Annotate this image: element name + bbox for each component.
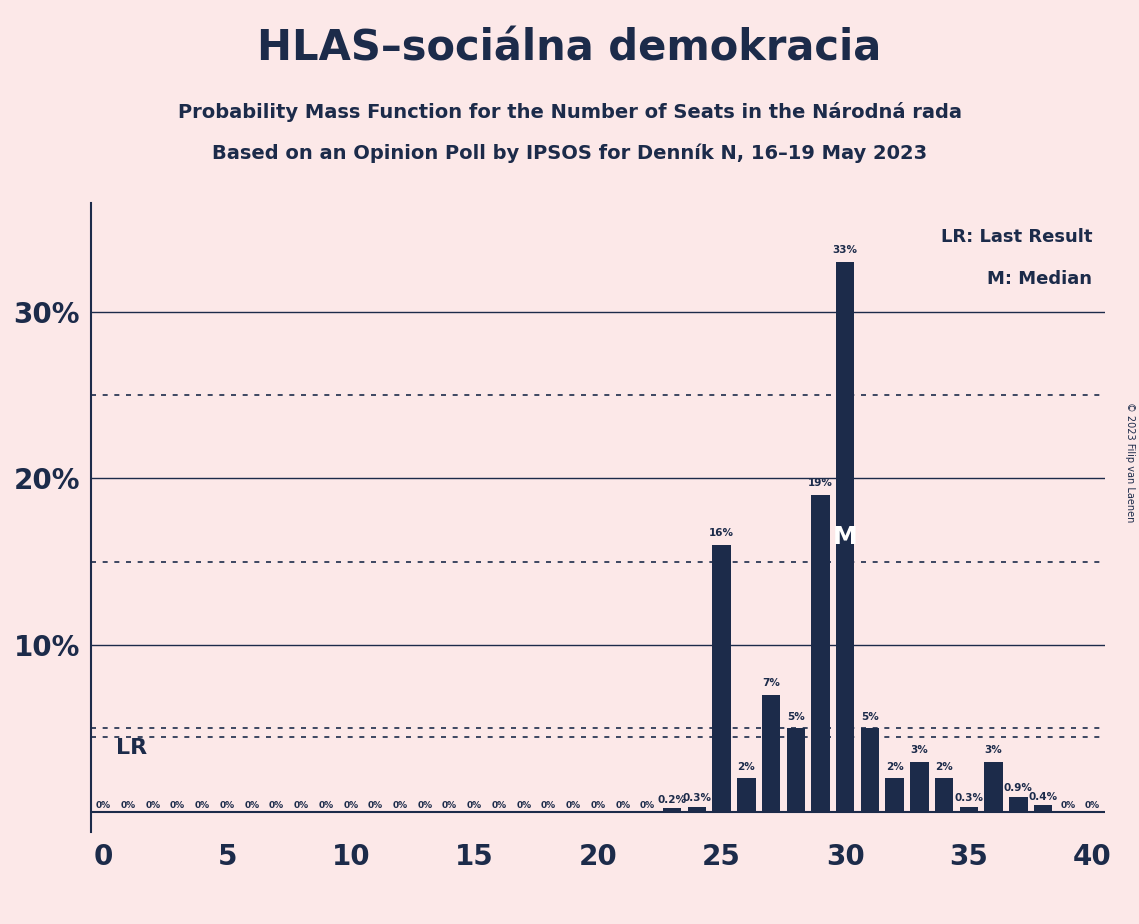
Text: 0%: 0%: [640, 801, 655, 810]
Bar: [737, 778, 755, 811]
Text: 0%: 0%: [1060, 801, 1075, 810]
Bar: [811, 495, 830, 811]
Text: 0%: 0%: [1085, 801, 1100, 810]
Text: 19%: 19%: [808, 479, 833, 488]
Text: 0%: 0%: [343, 801, 359, 810]
Text: 33%: 33%: [833, 245, 858, 255]
Text: 0%: 0%: [417, 801, 433, 810]
Text: © 2023 Filip van Laenen: © 2023 Filip van Laenen: [1125, 402, 1134, 522]
Text: 0%: 0%: [294, 801, 309, 810]
Text: 0%: 0%: [541, 801, 556, 810]
Bar: [959, 807, 978, 811]
Text: 5%: 5%: [787, 711, 804, 722]
Text: 2%: 2%: [737, 761, 755, 772]
Text: M: M: [833, 525, 858, 549]
Text: 0.2%: 0.2%: [657, 795, 687, 805]
Text: 0%: 0%: [244, 801, 260, 810]
Text: 0%: 0%: [220, 801, 235, 810]
Text: 0%: 0%: [442, 801, 457, 810]
Text: 0%: 0%: [96, 801, 110, 810]
Bar: [663, 808, 681, 811]
Text: 0.3%: 0.3%: [682, 794, 712, 803]
Bar: [935, 778, 953, 811]
Text: 3%: 3%: [985, 745, 1002, 755]
Text: 16%: 16%: [710, 529, 735, 539]
Text: HLAS–sociálna demokracia: HLAS–sociálna demokracia: [257, 28, 882, 69]
Text: 0.4%: 0.4%: [1029, 792, 1058, 802]
Bar: [1009, 796, 1027, 811]
Text: LR: LR: [116, 738, 147, 759]
Text: 0%: 0%: [368, 801, 383, 810]
Text: 0%: 0%: [146, 801, 161, 810]
Bar: [762, 695, 780, 811]
Text: 0%: 0%: [269, 801, 284, 810]
Bar: [910, 761, 928, 811]
Text: 0%: 0%: [615, 801, 630, 810]
Text: M: Median: M: Median: [988, 270, 1092, 288]
Bar: [885, 778, 904, 811]
Text: 0%: 0%: [393, 801, 408, 810]
Text: 0%: 0%: [516, 801, 532, 810]
Bar: [712, 545, 731, 811]
Bar: [688, 807, 706, 811]
Text: 7%: 7%: [762, 678, 780, 688]
Text: 0%: 0%: [319, 801, 334, 810]
Text: 0%: 0%: [590, 801, 606, 810]
Text: Based on an Opinion Poll by IPSOS for Denník N, 16–19 May 2023: Based on an Opinion Poll by IPSOS for De…: [212, 143, 927, 163]
Text: Probability Mass Function for the Number of Seats in the Národná rada: Probability Mass Function for the Number…: [178, 102, 961, 122]
Text: 5%: 5%: [861, 711, 879, 722]
Bar: [787, 728, 805, 811]
Bar: [861, 728, 879, 811]
Bar: [1034, 805, 1052, 811]
Text: 0.3%: 0.3%: [954, 794, 983, 803]
Text: 0%: 0%: [492, 801, 507, 810]
Text: 0%: 0%: [121, 801, 136, 810]
Bar: [984, 761, 1002, 811]
Text: 0.9%: 0.9%: [1003, 784, 1033, 794]
Text: 0%: 0%: [467, 801, 482, 810]
Text: 0%: 0%: [170, 801, 186, 810]
Text: 0%: 0%: [195, 801, 210, 810]
Text: 2%: 2%: [886, 761, 903, 772]
Bar: [836, 261, 854, 811]
Text: LR: Last Result: LR: Last Result: [941, 228, 1092, 247]
Text: 2%: 2%: [935, 761, 953, 772]
Text: 3%: 3%: [910, 745, 928, 755]
Text: 0%: 0%: [566, 801, 581, 810]
